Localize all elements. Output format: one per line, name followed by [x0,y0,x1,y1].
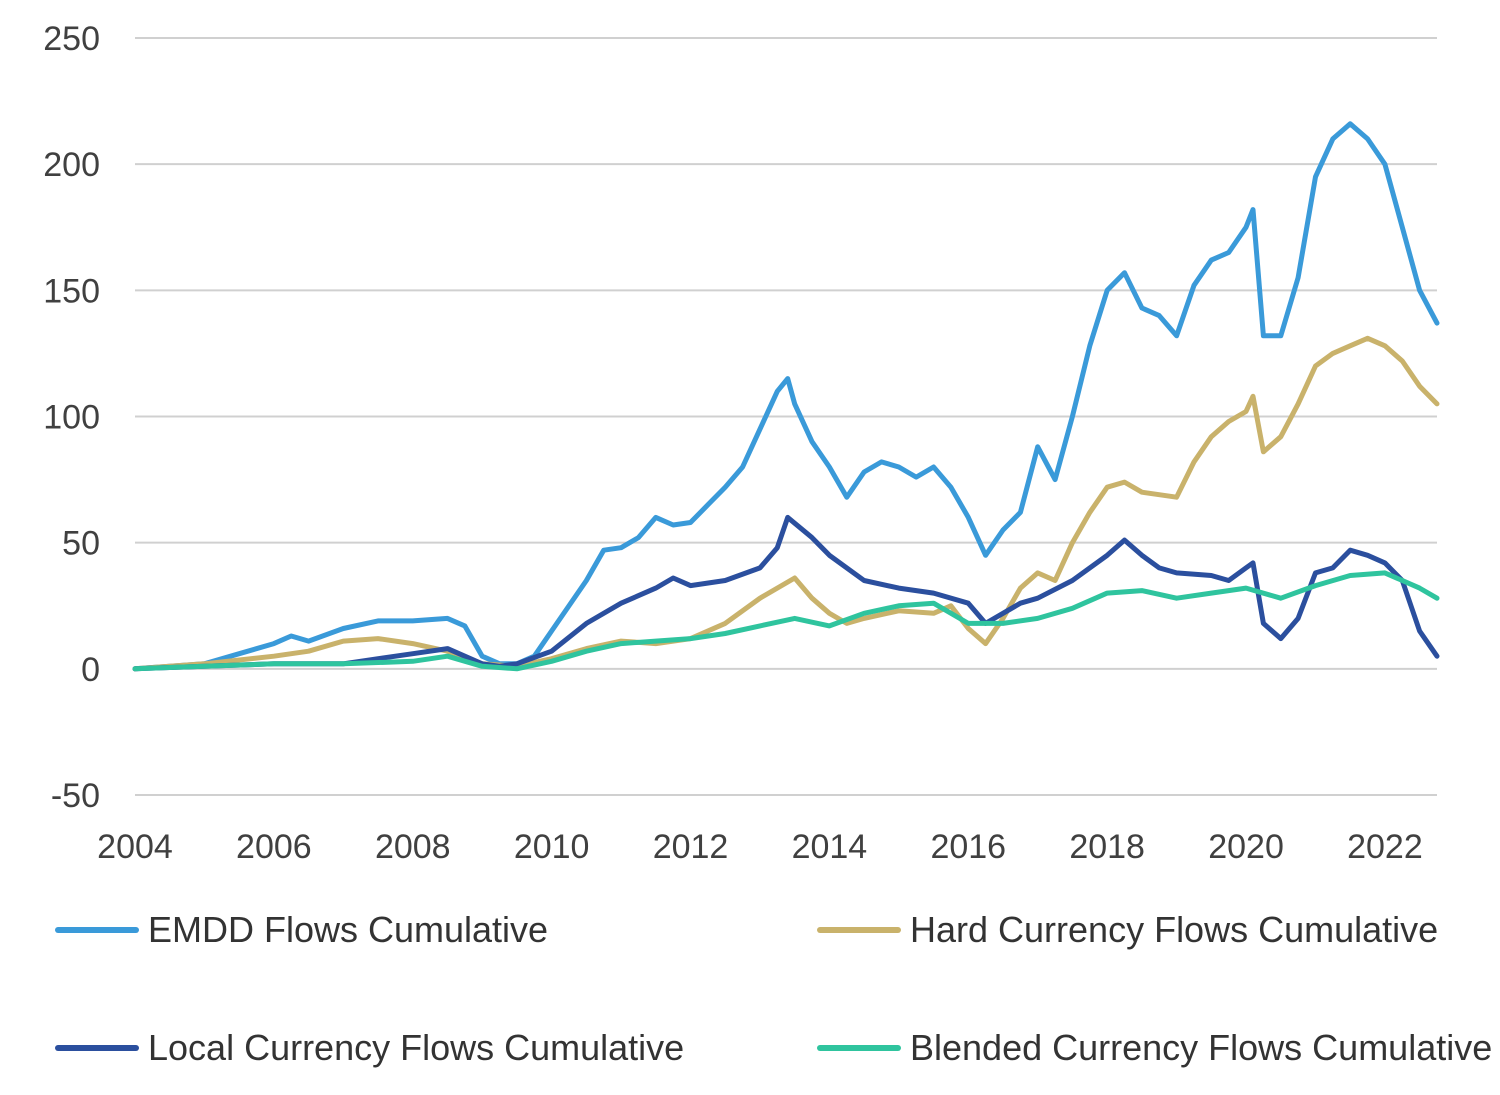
y-tick-label: 200 [43,146,100,184]
x-tick-label: 2012 [653,828,729,866]
x-tick-label: 2014 [792,828,868,866]
legend-item-2: Hard Currency Flows Cumulative [817,909,1438,950]
legend-label: Local Currency Flows Cumulative [148,1027,684,1068]
y-tick-label: -50 [51,777,100,815]
legend-item-4: Blended Currency Flows Cumulative [817,1027,1492,1068]
y-tick-label: 150 [43,272,100,310]
y-tick-label: 0 [81,651,100,689]
x-tick-label: 2020 [1208,828,1284,866]
x-axis-tick-labels: 2004 2006 2008 2010 2012 2014 2016 2018 2020 2022 [97,828,1423,866]
y-tick-label: 50 [62,525,100,563]
legend: EMDD Flows Cumulative Hard Currency Flows… [55,909,1492,1068]
gridlines [135,37,1437,796]
x-tick-label: 2022 [1347,828,1423,866]
x-tick-label: 2016 [930,828,1006,866]
series-lines [132,121,1440,672]
x-tick-label: 2006 [236,828,312,866]
legend-label: Hard Currency Flows Cumulative [910,909,1438,950]
legend-item-3: Local Currency Flows Cumulative [55,1027,684,1068]
y-axis-tick-labels: 250 200 150 100 50 0 -50 [43,20,100,815]
x-tick-label: 2010 [514,828,590,866]
x-tick-label: 2008 [375,828,451,866]
series-line-1 [132,121,1440,672]
series-line-4 [132,570,1440,672]
legend-label: EMDD Flows Cumulative [148,909,548,950]
y-tick-label: 250 [43,20,100,58]
x-tick-label: 2004 [97,828,173,866]
y-tick-label: 100 [43,399,100,437]
legend-item-1: EMDD Flows Cumulative [55,909,548,950]
legend-label: Blended Currency Flows Cumulative [910,1027,1492,1068]
x-tick-label: 2018 [1069,828,1145,866]
